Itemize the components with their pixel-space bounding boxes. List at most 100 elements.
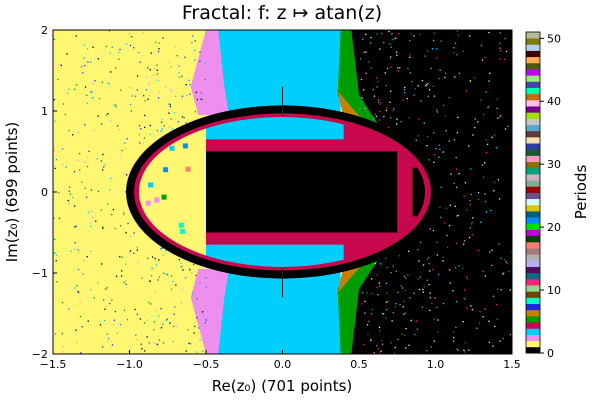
speckle (77, 290, 79, 293)
speckle (148, 94, 151, 96)
speckle (497, 288, 499, 290)
speckle (471, 223, 473, 225)
speckle (77, 249, 79, 251)
speckle (158, 91, 160, 93)
speckle (474, 126, 476, 129)
speckle (466, 209, 468, 211)
speckle (149, 124, 151, 127)
speckle (160, 308, 162, 310)
speckle (371, 308, 374, 311)
speckle (184, 56, 186, 58)
speckle (152, 256, 154, 258)
speckle (61, 351, 63, 353)
speckle (457, 34, 459, 36)
speckle (469, 79, 471, 82)
speckle (129, 32, 131, 35)
speckle (496, 98, 499, 100)
speckle (178, 259, 180, 261)
speckle (104, 164, 106, 166)
speckle (158, 97, 160, 99)
speckle (139, 142, 141, 144)
speckle (84, 187, 86, 189)
speckle (390, 117, 392, 119)
speckle (477, 191, 480, 194)
colorbar-swatch (526, 62, 540, 70)
speckle (385, 257, 387, 260)
speckle (58, 192, 60, 194)
speckle (446, 234, 448, 237)
speckle (499, 58, 501, 60)
speckle (410, 319, 412, 322)
speckle (473, 77, 476, 79)
speckle (444, 115, 447, 117)
speckle (379, 48, 381, 50)
speckle (454, 76, 456, 78)
speckle (361, 303, 363, 305)
speckle (370, 313, 373, 315)
speckle (463, 298, 465, 300)
speckle (398, 33, 400, 35)
speckle (363, 89, 365, 91)
speckle (181, 75, 183, 77)
speckle (90, 210, 93, 212)
speckle (464, 182, 467, 184)
speckle (76, 342, 78, 344)
speckle (163, 125, 165, 127)
speckle (496, 318, 498, 320)
y-axis-label: Im(z₀) (699 points) (3, 122, 21, 263)
colorbar-swatch (526, 173, 540, 181)
speckle (422, 288, 424, 291)
speckle (396, 37, 398, 39)
speckle (145, 76, 148, 78)
speckle (458, 173, 460, 175)
speckle (395, 51, 398, 53)
speckle (138, 125, 141, 127)
speckle (462, 321, 464, 323)
speckle (466, 278, 468, 280)
speckle (377, 348, 380, 350)
speckle (191, 41, 193, 44)
speckle (83, 57, 85, 59)
speckle (469, 200, 471, 202)
speckle (452, 290, 454, 292)
speckle (496, 107, 498, 109)
speckle (162, 37, 164, 39)
speckle (91, 91, 93, 93)
speckle (359, 108, 361, 110)
speckle (403, 300, 405, 303)
speckle (427, 135, 429, 138)
speckle (189, 93, 191, 95)
y-tick-label: −2 (32, 348, 48, 361)
speckle (61, 332, 63, 335)
speckle (491, 264, 493, 266)
speckle (456, 348, 458, 351)
speckle (74, 226, 76, 228)
speckle (505, 261, 507, 263)
speckle (201, 98, 203, 101)
speckle (381, 343, 384, 345)
speckle (433, 32, 435, 34)
speckle (90, 225, 92, 228)
speckle (438, 144, 440, 146)
speckle (193, 332, 195, 334)
speckle (395, 303, 397, 305)
speckle (427, 50, 429, 53)
speckle (90, 289, 92, 291)
speckle (375, 77, 378, 79)
speckle (68, 308, 70, 310)
speckle (133, 252, 135, 254)
speckle (199, 51, 201, 53)
speckle (115, 67, 117, 69)
speckle (142, 32, 145, 34)
speckle (509, 289, 511, 291)
speckle (373, 117, 375, 120)
colorbar-swatch (526, 143, 540, 150)
speckle (478, 249, 480, 251)
speckle (463, 240, 466, 242)
speckle (134, 95, 137, 97)
speckle (440, 186, 442, 188)
speckle (87, 156, 89, 158)
band-violet-top (190, 30, 229, 116)
band-green-top (337, 30, 378, 124)
speckle (102, 153, 104, 156)
